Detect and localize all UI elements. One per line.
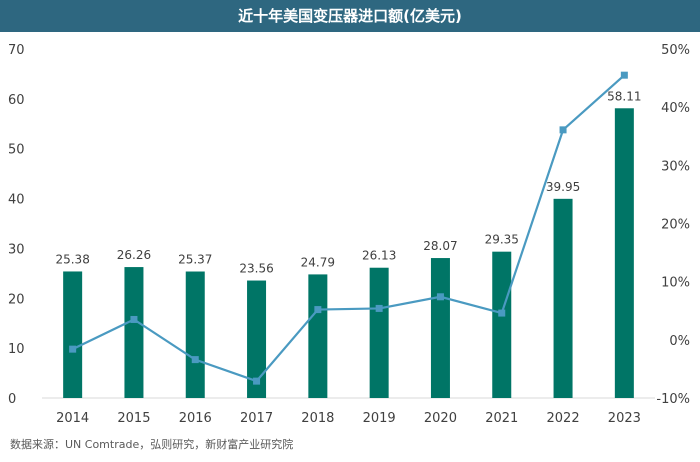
x-tick-label: 2014 (56, 411, 89, 426)
y-left-tick-label: 70 (8, 43, 25, 58)
bar (369, 267, 389, 398)
bar-value-label: 28.07 (423, 239, 457, 253)
bar (492, 251, 512, 398)
bar (124, 267, 144, 398)
x-tick-label: 2019 (363, 411, 396, 426)
x-tick-label: 2018 (301, 411, 334, 426)
source-note: 数据来源：UN Comtrade，弘则研究，新财富产业研究院 (10, 438, 294, 451)
chart-title: 近十年美国变压器进口额(亿美元) (0, 0, 700, 32)
bar-value-label: 39.95 (546, 180, 580, 194)
y-left-tick-label: 60 (8, 93, 25, 108)
bar (553, 198, 573, 398)
y-right-tick-label: 20% (661, 218, 690, 233)
bar-value-label: 58.11 (607, 89, 641, 103)
bar-value-label: 26.26 (117, 248, 151, 262)
bar (247, 280, 267, 398)
growth-marker (375, 304, 383, 312)
bar-value-label: 25.37 (178, 253, 212, 267)
y-left-tick-label: 30 (8, 242, 25, 257)
growth-marker (559, 126, 567, 134)
y-left-tick-label: 50 (8, 143, 25, 158)
bar-value-label: 29.35 (485, 233, 519, 247)
growth-marker (620, 71, 628, 79)
growth-marker (191, 356, 199, 364)
bar (63, 271, 83, 398)
y-right-tick-label: 50% (661, 43, 690, 58)
bar (614, 108, 634, 398)
y-right-tick-label: 0% (669, 334, 690, 349)
x-tick-label: 2017 (240, 411, 273, 426)
x-tick-label: 2022 (547, 411, 580, 426)
x-tick-label: 2015 (117, 411, 150, 426)
x-tick-label: 2023 (608, 411, 641, 426)
x-tick-label: 2021 (485, 411, 518, 426)
y-left-tick-label: 10 (8, 342, 25, 357)
y-right-tick-label: 40% (661, 101, 690, 116)
x-tick-label: 2020 (424, 411, 457, 426)
growth-marker (498, 309, 506, 317)
growth-marker (436, 293, 444, 301)
bar (308, 274, 328, 398)
growth-line (72, 74, 626, 383)
y-left-tick-label: 20 (8, 292, 25, 307)
y-right-tick-label: -10% (656, 392, 690, 407)
growth-marker (314, 306, 322, 314)
bar-value-label: 23.56 (239, 262, 273, 276)
y-right-tick-label: 10% (661, 276, 690, 291)
growth-marker (130, 315, 138, 323)
growth-marker (69, 345, 77, 353)
bar-value-label: 24.79 (301, 255, 335, 269)
bar (185, 271, 205, 398)
bar-value-label: 25.38 (55, 252, 89, 266)
x-tick-label: 2016 (179, 411, 212, 426)
y-left-tick-label: 40 (8, 193, 25, 208)
bar-value-label: 26.13 (362, 249, 396, 263)
y-left-tick-label: 0 (8, 392, 16, 407)
growth-marker (253, 377, 261, 385)
y-right-tick-label: 30% (661, 159, 690, 174)
bar (430, 258, 450, 398)
